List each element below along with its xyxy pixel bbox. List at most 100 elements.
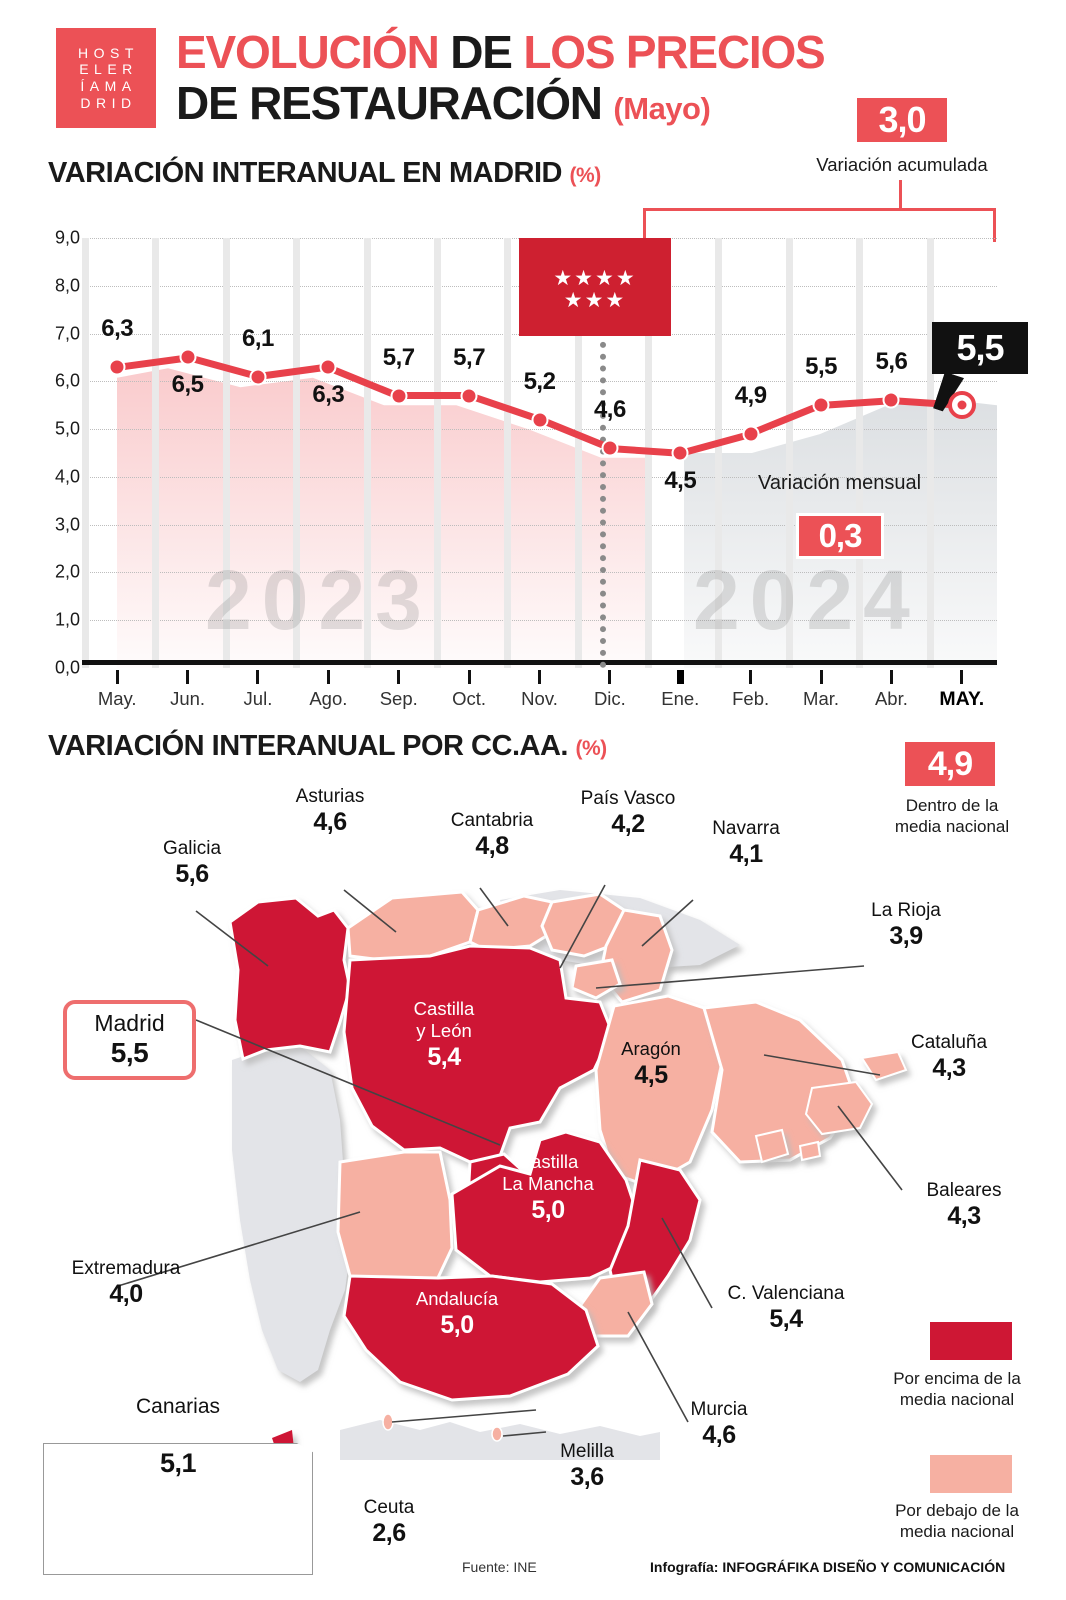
series-data-point (742, 425, 760, 443)
accumulated-variation-label: Variación acumulada (816, 154, 988, 175)
label-cantabria-name: Cantabria (450, 810, 534, 831)
label-galicia: Galicia 5,6 (163, 838, 221, 890)
label-cataluna-name: Cataluña (910, 1032, 988, 1053)
madrid-line-chart: 0,0 1,0 2,0 3,0 4,0 5,0 6,0 7,0 8,0 9,0 ★★★★ ★★★ (0, 227, 1066, 710)
y-tick-label: 9,0 (54, 227, 80, 248)
series-data-point (249, 368, 267, 386)
series-data-point (108, 358, 126, 376)
grid-band (152, 238, 160, 668)
series-data-label: 5,7 (382, 343, 415, 371)
label-castilla-la-mancha-l2: La Mancha (502, 1173, 594, 1195)
x-axis-tick (186, 670, 190, 684)
chart-plot-area (82, 238, 997, 668)
label-la-rioja-value: 3,9 (889, 922, 923, 951)
x-axis-label: Jun. (170, 688, 206, 709)
label-c-valenciana-value: 5,4 (769, 1305, 803, 1334)
x-axis-tick (608, 670, 612, 684)
label-cataluna: Cataluña 4,3 (911, 1032, 987, 1084)
spain-map (0, 770, 1066, 1600)
label-asturias-value: 4,6 (313, 808, 347, 837)
region-la-rioja[interactable] (570, 958, 622, 1000)
grid-band (504, 238, 512, 668)
region-melilla[interactable] (491, 1426, 503, 1442)
region-cantabria[interactable] (468, 894, 558, 952)
x-axis-tick (749, 670, 753, 684)
label-castilla-y-leon-l1: Castilla (413, 998, 475, 1019)
header: HOST ELER ÍAMA DRID EVOLUCIÓN DE LOS PRE… (0, 0, 1066, 175)
series-data-point (531, 411, 548, 429)
label-aragon: Aragón 4,5 (621, 1038, 681, 1090)
series-data-label: 5,7 (453, 343, 486, 371)
series-data-label: 6,3 (312, 381, 345, 408)
footer-credit: Infografía: INFOGRÁFIKA DISEÑO Y COMUNIC… (650, 1559, 1006, 1575)
series-data-label: 6,1 (242, 324, 274, 352)
region-ceuta[interactable] (382, 1413, 394, 1431)
label-canarias-value: 5,1 (159, 1448, 197, 1478)
x-axis-tick (960, 670, 964, 684)
leader-lines (117, 884, 903, 1437)
x-axis-tick (538, 670, 541, 684)
label-aragon-l1: Aragón (621, 1038, 681, 1059)
region-galicia[interactable] (228, 896, 352, 1062)
label-pais-vasco: País Vasco 4,2 (581, 788, 676, 840)
legend-swatch-above (930, 1322, 1012, 1360)
label-navarra: Navarra 4,1 (712, 818, 780, 870)
madrid-callout-value: 5,5 (110, 1036, 149, 1068)
label-baleares-value: 4,3 (947, 1202, 981, 1231)
accumulated-bracket (643, 208, 996, 242)
flag-stars-top: ★★★★ (553, 267, 637, 290)
label-la-rioja-name: La Rioja (871, 900, 941, 921)
label-pais-vasco-value: 4,2 (611, 810, 645, 839)
grid-band (785, 238, 793, 668)
section-ccaa-pct: (%) (575, 737, 608, 760)
title-part-de: DE (450, 26, 524, 78)
x-axis-label: Sep. (379, 688, 418, 709)
region-castilla-y-leon[interactable] (342, 944, 614, 1164)
grid-band (433, 238, 441, 668)
label-ceuta-name: Ceuta (363, 1497, 415, 1518)
region-aragon[interactable] (594, 994, 726, 1188)
grid-line (82, 476, 997, 478)
label-murcia: Murcia 4,6 (690, 1399, 747, 1451)
x-axis-label: Nov. (521, 688, 558, 709)
section-ccaa-title-text: VARIACIÓN INTERANUAL POR CC.AA. (48, 730, 568, 762)
legend-below-l2: media nacional (899, 1522, 1015, 1542)
national-average-label-l1: Dentro de la (905, 796, 999, 815)
label-melilla-name: Melilla (560, 1441, 614, 1462)
label-pais-vasco-name: País Vasco (580, 788, 676, 809)
grid-band (82, 238, 89, 668)
x-axis-label: Ene. (661, 688, 700, 709)
series-data-label: 4,9 (734, 381, 767, 409)
region-extremadura[interactable] (336, 1150, 454, 1292)
series-data-label: 6,5 (171, 371, 204, 399)
year-divider (600, 330, 606, 668)
title-part-month: (Mayo) (613, 90, 711, 126)
madrid-callout[interactable]: Madrid 5,5 (63, 1000, 196, 1080)
series-data-point (390, 387, 408, 405)
grid-line (82, 572, 997, 574)
grid-band (222, 238, 230, 668)
madrid-flag-icon: ★★★★ ★★★ (519, 238, 671, 336)
legend-above-l1: Por encima de la (893, 1369, 1021, 1388)
label-ceuta-value: 2,6 (372, 1519, 406, 1548)
label-navarra-value: 4,1 (729, 840, 763, 869)
x-axis-label: Dic. (593, 688, 626, 709)
series-data-label: 5,6 (875, 348, 908, 376)
series-data-label: 4,6 (593, 396, 626, 424)
label-extremadura-name: Extremadura (71, 1258, 181, 1279)
label-cantabria: Cantabria 4,8 (451, 810, 533, 862)
legend-text-above: Por encima de la media nacional (852, 1368, 1062, 1411)
grid-line (82, 524, 997, 526)
label-castilla-la-mancha-value: 5,0 (531, 1196, 565, 1225)
page-title: EVOLUCIÓN DE LOS PRECIOS DE RESTAURACIÓN… (176, 26, 876, 128)
series-data-point (671, 444, 689, 462)
canarias-inset-box (43, 1443, 313, 1575)
region-andalucia[interactable] (342, 1274, 600, 1402)
label-asturias: Asturias 4,6 (296, 786, 365, 838)
label-andalucia-value: 5,0 (440, 1311, 474, 1340)
y-tick-label: 4,0 (54, 466, 80, 487)
title-part-evolucion: EVOLUCIÓN (176, 26, 451, 78)
x-axis-label: May. (97, 688, 137, 709)
footer-source: Fuente: INE (462, 1559, 537, 1575)
y-tick-label: 7,0 (54, 323, 80, 344)
